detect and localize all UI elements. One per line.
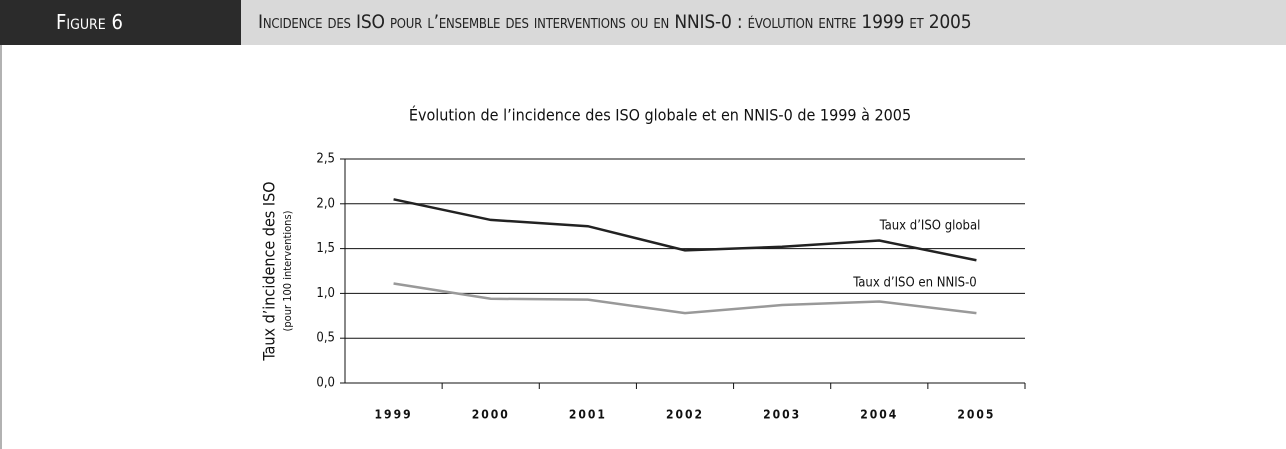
- x-tick-label: 2000: [472, 408, 510, 422]
- x-tick-label: 1999: [375, 408, 413, 422]
- x-tick-label: 2005: [957, 408, 995, 422]
- series-line: [393, 282, 977, 315]
- series-line: [393, 198, 977, 262]
- figure-label: Figure 6: [0, 0, 241, 45]
- y-tick-label: 1,5: [316, 241, 335, 256]
- x-tick-label: 2001: [569, 408, 607, 422]
- series-label: Taux d’ISO en NNIS-0: [852, 276, 977, 291]
- series-label: Taux d’ISO global: [879, 219, 981, 234]
- chart-title: Évolution de l’incidence des ISO globale…: [409, 106, 911, 125]
- header-band: Figure 6 Incidence des ISO pour l’ensemb…: [0, 0, 1286, 45]
- x-tick-label: 2003: [763, 408, 801, 422]
- x-tick-label: 2004: [860, 408, 898, 422]
- figure-title: Incidence des ISO pour l’ensemble des in…: [258, 11, 972, 33]
- y-axis-title: Taux d’incidence des ISO (pour 100 inter…: [260, 181, 295, 361]
- y-tick-label: 2,0: [316, 196, 335, 211]
- y-tick-label: 0,5: [316, 331, 335, 346]
- y-tick-label: 2,5: [316, 152, 335, 167]
- y-label-sub: (pour 100 interventions): [281, 210, 294, 331]
- y-tick-label: 0,0: [316, 376, 335, 391]
- y-label: Taux d’incidence des ISO: [260, 181, 279, 361]
- y-tick-label: 1,0: [316, 286, 335, 301]
- x-tick-label: 2002: [666, 408, 704, 422]
